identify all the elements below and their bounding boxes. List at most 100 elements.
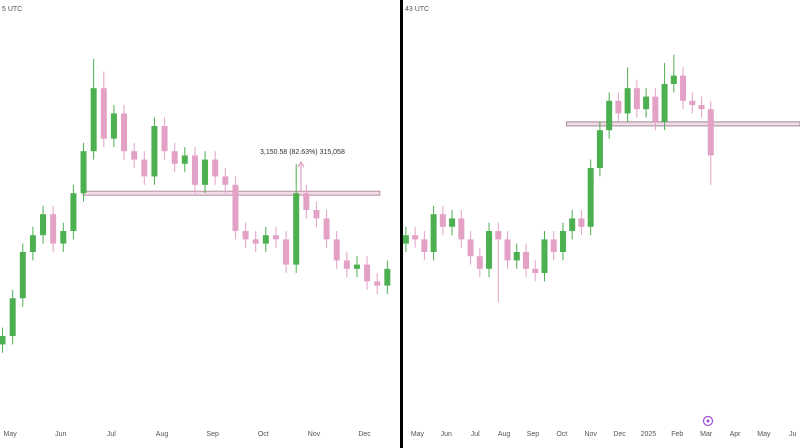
candle-body: [495, 231, 502, 240]
x-tick-label: May: [4, 431, 18, 438]
candle-body: [643, 96, 650, 110]
candle-body: [293, 193, 300, 265]
candle-body: [141, 159, 148, 177]
candle-body: [486, 231, 493, 269]
candle-body: [458, 218, 465, 240]
candle-body: [707, 109, 714, 156]
candle-body: [449, 218, 456, 227]
candle-body: [131, 151, 138, 160]
x-tick-label: Jun: [441, 431, 452, 438]
candle-body: [596, 130, 603, 168]
x-tick-label: Aug: [156, 431, 169, 438]
corner-label: 43 UTC: [405, 6, 429, 13]
candle-body: [522, 252, 529, 269]
candle-body: [550, 239, 557, 252]
candle-body: [467, 239, 474, 257]
candle-body: [513, 252, 520, 261]
x-tick-label: Apr: [730, 431, 742, 438]
candle-body: [100, 88, 107, 139]
x-tick-label: May: [757, 431, 771, 438]
x-tick-label: Jul: [471, 431, 480, 438]
candle-body: [242, 231, 249, 240]
x-tick-label: Sep: [527, 431, 540, 438]
annotation: 3,150.58 (82.63%) 315,058: [260, 149, 345, 156]
candle-body: [343, 260, 350, 269]
x-tick-label: May: [411, 431, 425, 438]
candle-body: [633, 88, 640, 110]
candle-body: [439, 214, 446, 227]
candle-body: [252, 239, 259, 244]
x-tick-label: Ju: [789, 431, 797, 438]
candle-body: [606, 100, 613, 131]
x-tick-label: Aug: [498, 431, 511, 438]
x-tick-label: Oct: [556, 431, 567, 438]
x-tick-label: Nov: [308, 431, 321, 438]
candle-body: [171, 151, 178, 164]
icon: [702, 415, 714, 427]
candle-body: [578, 218, 585, 227]
x-tick-label: Sep: [206, 431, 219, 438]
candle-body: [191, 155, 198, 185]
x-tick-label: Feb: [671, 431, 683, 438]
candle-body: [569, 218, 576, 231]
candle-body: [70, 193, 77, 231]
candle-body: [29, 235, 36, 252]
candle-body: [60, 231, 67, 244]
candle-body: [504, 239, 511, 261]
x-tick-label: Jul: [107, 431, 116, 438]
x-tick-label: Nov: [584, 431, 597, 438]
candle-body: [212, 159, 219, 177]
candle-body: [680, 75, 687, 101]
candle-body: [262, 235, 269, 244]
candle-body: [384, 268, 391, 286]
candle-body: [374, 281, 381, 286]
candle-body: [364, 264, 371, 282]
candle-body: [19, 252, 26, 299]
candle-body: [283, 239, 290, 265]
candle-body: [232, 184, 239, 231]
candle-body: [40, 214, 47, 236]
candle-body: [50, 214, 57, 244]
candle-body: [670, 75, 677, 84]
candle-body: [353, 264, 360, 269]
candle-body: [689, 100, 696, 105]
candle-body: [587, 168, 594, 227]
x-tick-label: Mar: [700, 431, 713, 438]
candle-body: [532, 268, 539, 273]
candle-body: [421, 239, 428, 252]
candle-body: [272, 235, 279, 240]
candle-body: [412, 235, 419, 240]
candle-body: [9, 298, 16, 336]
candle-body: [652, 96, 659, 122]
candle-body: [402, 235, 409, 244]
candle-body: [80, 151, 87, 194]
x-tick-label: Jun: [55, 431, 66, 438]
x-tick-label: Dec: [613, 431, 626, 438]
divider: [400, 0, 403, 448]
candle-body: [161, 126, 168, 152]
candle-body: [151, 126, 158, 177]
candle-body: [323, 218, 330, 240]
candle-body: [110, 113, 117, 139]
candle-body: [222, 176, 229, 185]
candle-body: [333, 239, 340, 261]
candle-body: [202, 159, 209, 185]
candle-body: [181, 155, 188, 164]
level-line: [565, 121, 800, 127]
candle-body: [661, 84, 668, 122]
candle-body: [559, 231, 566, 252]
icon-dot: [706, 419, 710, 423]
level-line: [82, 190, 381, 196]
candle-body: [430, 214, 437, 252]
candle-body: [476, 256, 483, 269]
x-tick-label: 2025: [641, 431, 657, 438]
candle-body: [90, 88, 97, 152]
candle-body: [624, 88, 631, 114]
candle-body: [0, 336, 6, 345]
corner-label: 5 UTC: [2, 6, 22, 13]
candle-body: [303, 193, 310, 210]
candle-body: [541, 239, 548, 273]
x-tick-label: Dec: [358, 431, 371, 438]
x-tick-label: Oct: [258, 431, 269, 438]
